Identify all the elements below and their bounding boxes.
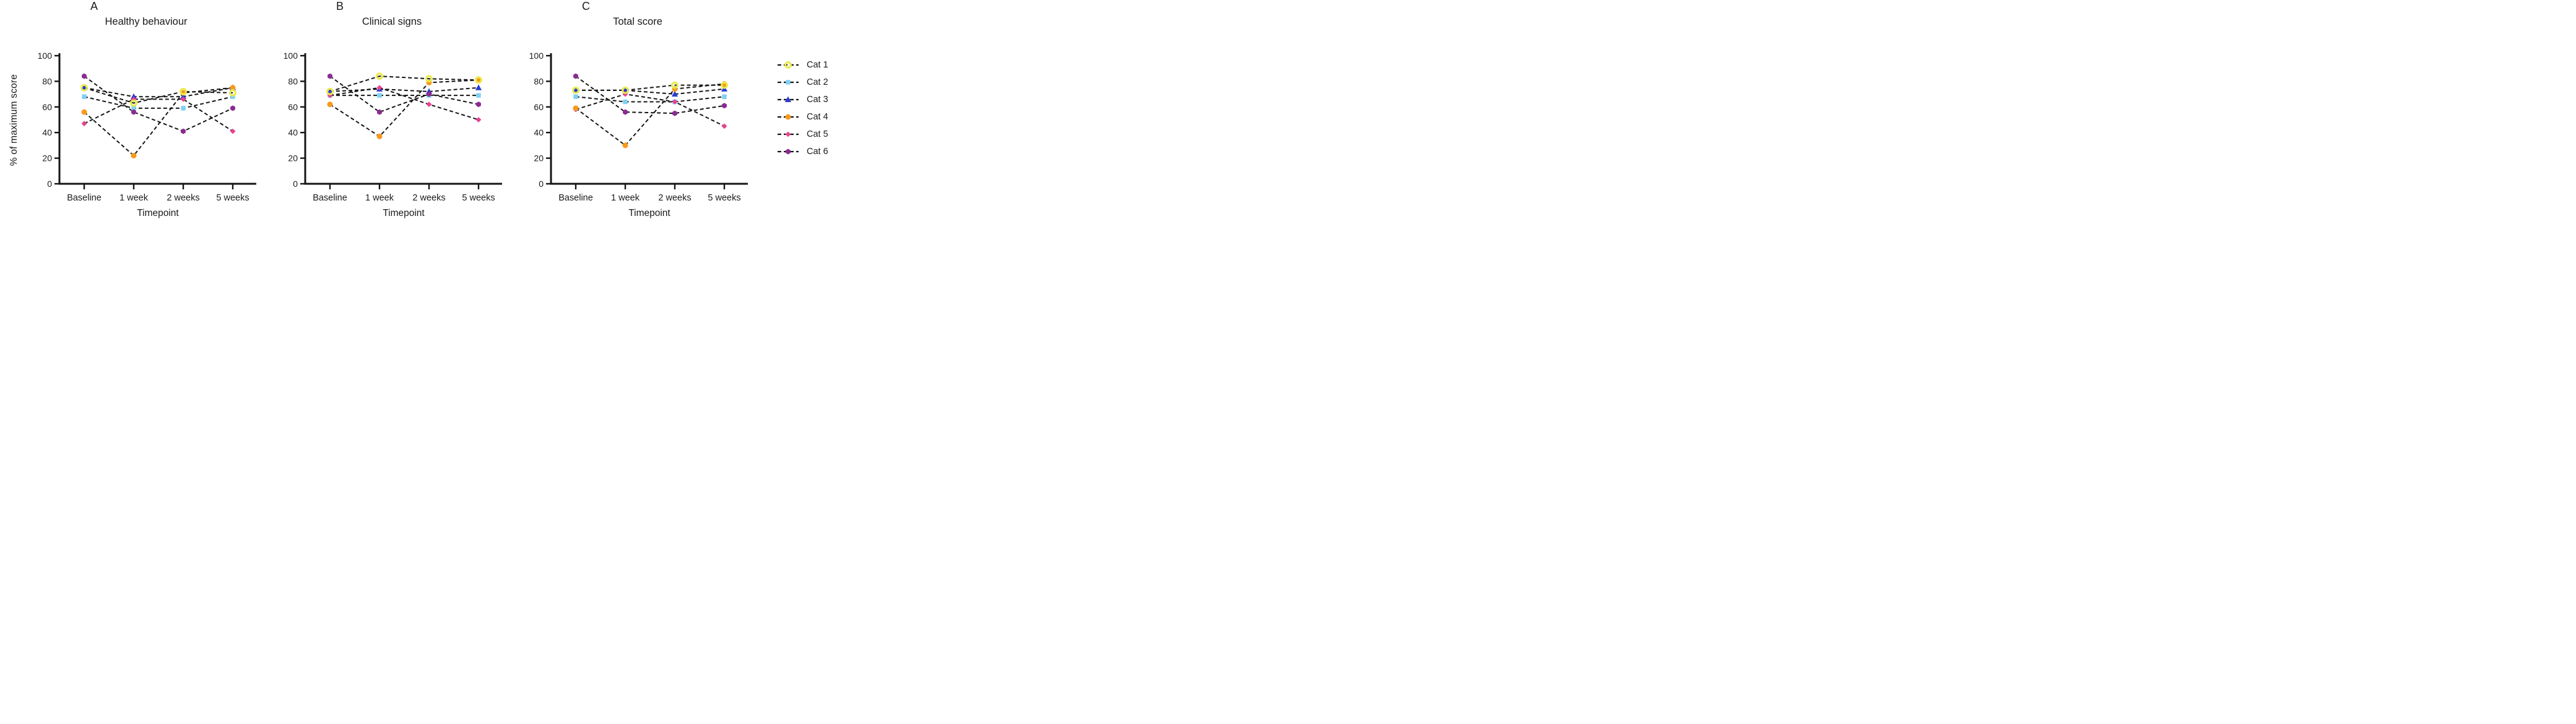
- svg-text:2 weeks: 2 weeks: [167, 193, 199, 203]
- cat-4-marker-icon: [778, 114, 799, 120]
- figure: % of maximum score A Healthy behaviour 0…: [0, 0, 859, 241]
- legend-item-label: Cat 3: [807, 95, 828, 105]
- legend-item-label: Cat 6: [807, 147, 828, 157]
- svg-text:0: 0: [293, 179, 298, 189]
- svg-text:5 weeks: 5 weeks: [216, 193, 249, 203]
- panel-c-title: Total score: [613, 16, 662, 27]
- svg-text:80: 80: [42, 76, 52, 86]
- panel-b-letter: B: [336, 0, 344, 12]
- y-axis-title: % of maximum score: [0, 0, 28, 229]
- legend-item-label: Cat 1: [807, 60, 828, 70]
- svg-text:20: 20: [288, 153, 298, 163]
- svg-text:1 week: 1 week: [611, 193, 640, 203]
- svg-text:60: 60: [42, 102, 52, 112]
- svg-text:Baseline: Baseline: [313, 193, 347, 203]
- svg-text:60: 60: [534, 102, 544, 112]
- panel-b-header: B Clinical signs: [274, 0, 520, 35]
- svg-text:2 weeks: 2 weeks: [658, 193, 691, 203]
- svg-text:100: 100: [38, 51, 53, 61]
- svg-text:Timepoint: Timepoint: [628, 208, 670, 218]
- svg-text:1 week: 1 week: [119, 193, 149, 203]
- legend-item-cat-1: Cat 1: [776, 56, 828, 74]
- svg-text:0: 0: [539, 179, 544, 189]
- legend: Cat 1 Cat 2 Cat 3 Cat 4 Cat 5 Cat 6: [776, 56, 828, 160]
- svg-text:Timepoint: Timepoint: [137, 208, 179, 218]
- panel-c-header: C Total score: [520, 0, 766, 35]
- legend-item-cat-6: Cat 6: [776, 143, 828, 160]
- panel-c: C Total score 0 20 40 60 80 100 Baseline 1 week…: [520, 0, 766, 223]
- panel-c-letter: C: [582, 0, 590, 12]
- panel-a-header: A Healthy behaviour: [28, 0, 274, 35]
- svg-text:Baseline: Baseline: [558, 193, 593, 203]
- svg-text:2 weeks: 2 weeks: [412, 193, 445, 203]
- panel-b-title: Clinical signs: [362, 16, 422, 27]
- panel-a-chart: 0 20 40 60 80 100 Baseline 1 week 2 weeks 5 weeks…: [38, 51, 256, 218]
- panel-b-chart: 0 20 40 60 80 100 Baseline 1 week 2 weeks 5 weeks…: [284, 51, 502, 218]
- svg-text:20: 20: [42, 153, 52, 163]
- panel-a: A Healthy behaviour 0 20 40 60 80 100 Baseline…: [28, 0, 274, 223]
- legend-item-label: Cat 4: [807, 112, 828, 122]
- svg-text:40: 40: [42, 127, 52, 137]
- svg-text:100: 100: [529, 51, 544, 61]
- legend-item-cat-2: Cat 2: [776, 74, 828, 91]
- cat-1-marker-icon: [778, 61, 799, 69]
- svg-text:40: 40: [534, 127, 544, 137]
- svg-text:5 weeks: 5 weeks: [708, 193, 740, 203]
- svg-text:1 week: 1 week: [365, 193, 394, 203]
- legend-item-cat-5: Cat 5: [776, 126, 828, 143]
- legend-item-label: Cat 5: [807, 129, 828, 139]
- legend-item-cat-4: Cat 4: [776, 108, 828, 126]
- svg-text:80: 80: [534, 76, 544, 86]
- svg-text:Baseline: Baseline: [67, 193, 102, 203]
- svg-text:20: 20: [534, 153, 544, 163]
- cat-3-marker-icon: [778, 96, 799, 102]
- svg-text:Timepoint: Timepoint: [383, 208, 425, 218]
- legend-item-label: Cat 2: [807, 77, 828, 87]
- svg-text:100: 100: [284, 51, 298, 61]
- cat-5-marker-icon: [778, 131, 799, 137]
- y-axis-title-text: % of maximum score: [9, 74, 19, 166]
- panel-b: B Clinical signs 0 20 40 60 80 100 Baseline 1 w…: [274, 0, 520, 223]
- svg-text:40: 40: [288, 127, 298, 137]
- svg-text:60: 60: [288, 102, 298, 112]
- cat-2-marker-icon: [778, 80, 799, 85]
- panel-c-chart: 0 20 40 60 80 100 Baseline 1 week 2 weeks 5 weeks…: [529, 51, 748, 218]
- panel-a-letter: A: [90, 0, 98, 12]
- panel-a-title: Healthy behaviour: [105, 16, 188, 27]
- svg-text:5 weeks: 5 weeks: [462, 193, 495, 203]
- svg-text:80: 80: [288, 76, 298, 86]
- cat-6-marker-icon: [778, 149, 799, 155]
- legend-item-cat-3: Cat 3: [776, 91, 828, 108]
- svg-text:0: 0: [47, 179, 52, 189]
